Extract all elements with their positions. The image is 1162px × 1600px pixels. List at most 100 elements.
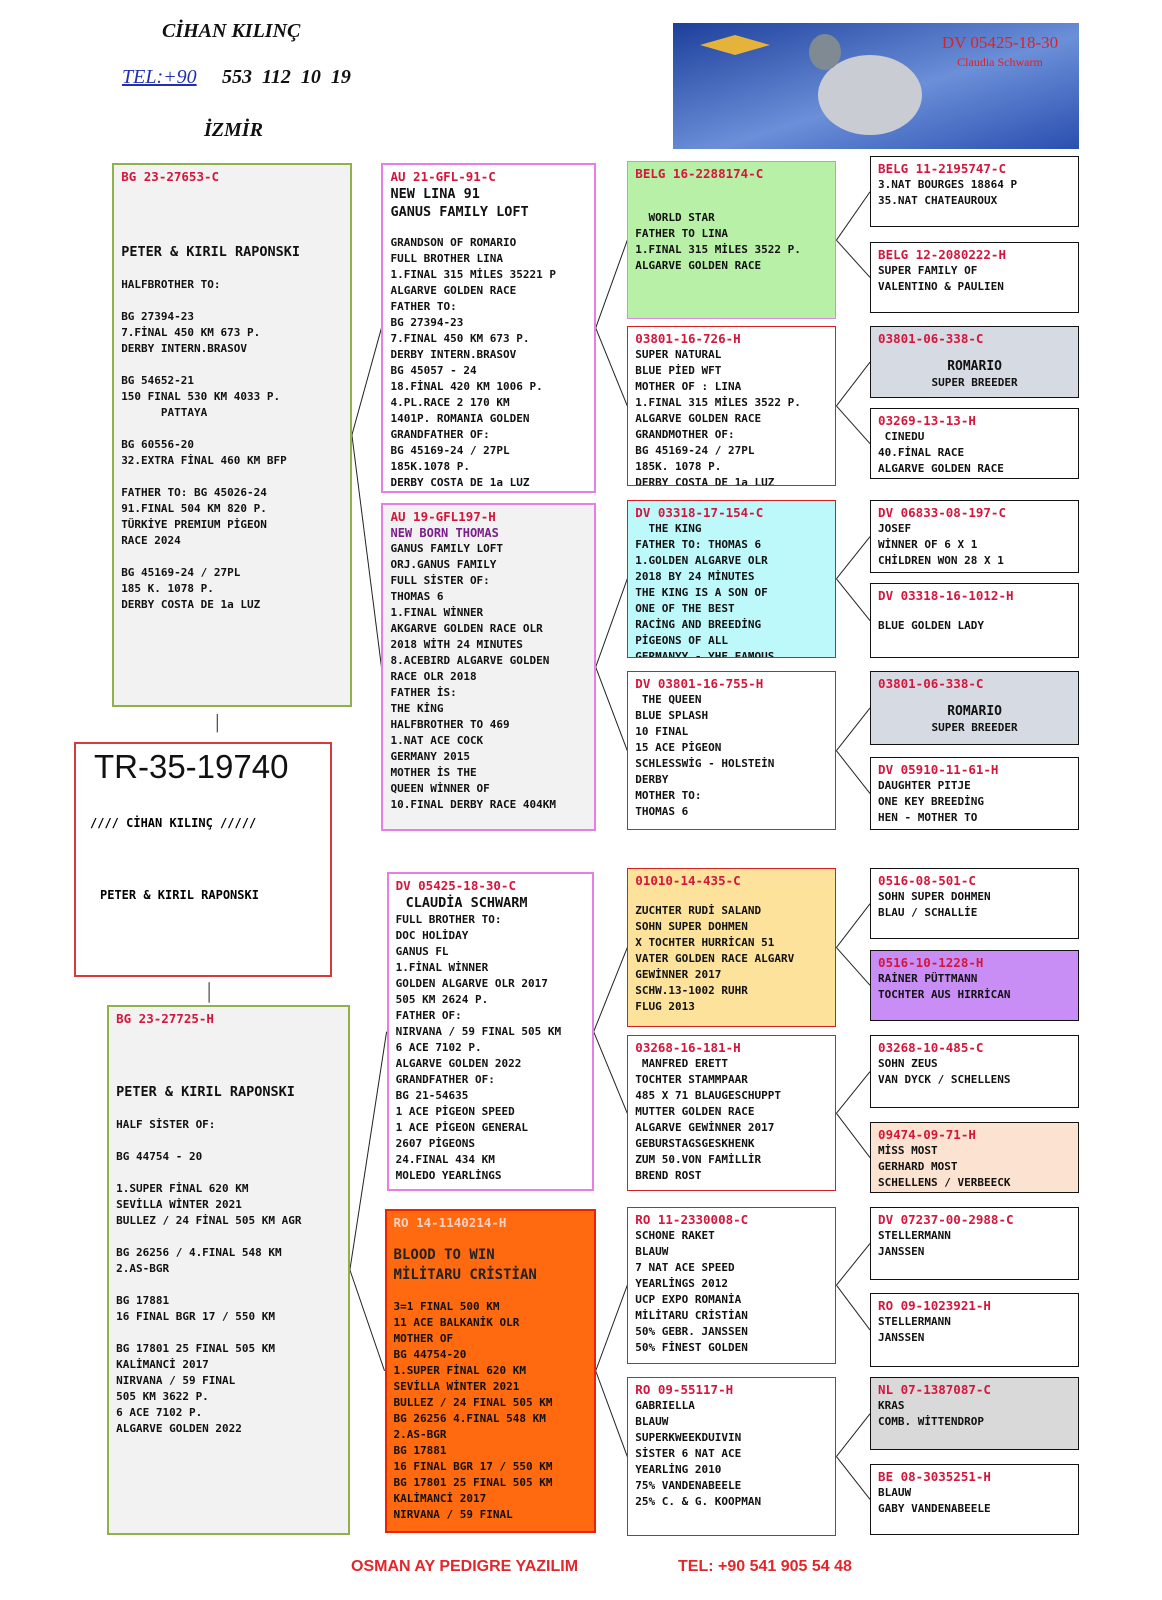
text-line: 4.PL.RACE 2 170 KM [390, 396, 510, 410]
paragraph: CINEDU 40.FİNAL RACE ALGARVE GOLDEN RACE [878, 429, 1071, 477]
text-line: UCP EXPO ROMANİA [635, 1292, 742, 1306]
text-line: BG 44754 - 20 [116, 1149, 203, 1163]
ring-number: 03269-13-13-H [878, 413, 976, 428]
paragraph: STELLERMANN JANSSEN [878, 1228, 1071, 1260]
text-line: CINEDU [878, 430, 925, 443]
text-line: COMB. WİTTENDROP [878, 1415, 985, 1428]
text-line: SUPERKWEEKDUIVIN [635, 1431, 742, 1444]
paragraph: BLAUW GABY VANDENABEELE [878, 1485, 1071, 1517]
connector [595, 327, 628, 407]
connector [349, 1031, 388, 1270]
text-line: GANUS FAMILY LOFT [390, 204, 529, 221]
pedigree-box: BELG 11-2195747-C 3.NAT BOURGES 18864 P 35… [870, 156, 1080, 228]
text-line: SEVİLLA WİNTER 2021 [116, 1197, 242, 1211]
paragraph: MİSS MOST GERHARD MOST SCHELLENS / VERBEEC… [878, 1143, 1071, 1191]
ring-number: RO 14-1140214-H [393, 1214, 507, 1230]
text-line: RACİNG AND BREEDİNG [635, 617, 762, 631]
pedigree-box: BG 23-27653-C PETER & KIRIL RAPONSKI HALFB… [112, 163, 352, 707]
pedigree-box: DV 03318-17-154-C THE KING FATHER TO: THO… [627, 499, 837, 658]
connector [836, 707, 871, 752]
text-line: ZUCHTER RUDİ SALAND [635, 904, 762, 918]
text-line: 50% GEBR. JANSSEN [635, 1324, 748, 1338]
text-line: NIRVANA / 59 FINAL 505 KM [395, 1025, 562, 1039]
text-line: 185K.1078 P. [390, 460, 470, 474]
pedigree-box: 03801-16-726-H SUPER NATURAL BLUE PİED WFT… [627, 326, 837, 486]
text-line: ALGARVE GOLDEN 2022 [395, 1057, 522, 1071]
text-line: KALİMANCİ 2017 [116, 1357, 209, 1371]
tel-prefix: TEL:+90 [122, 66, 197, 88]
pedigree-box: 03269-13-13-H CINEDU 40.FİNAL RACE ALGARVE… [870, 408, 1080, 480]
text-line: 35.NAT CHATEAUROUX [878, 194, 998, 208]
pedigree-box: 01010-14-435-C ZUCHTER RUDİ SALAND SOHN SU… [627, 868, 837, 1028]
text-line: STELLERMANN [878, 1315, 951, 1329]
text-line: YEARLİNGS 2012 [635, 1276, 729, 1290]
photo-name: Claudia Schwarm [957, 55, 1043, 69]
text-line: SCHELLENS / VERBEECK [878, 1176, 1011, 1189]
text-line: 1401P. ROMANIA GOLDEN [390, 412, 530, 426]
paragraph: NEW BORN THOMAS GANUS FAMILY LOFT ORJ.GANU… [390, 525, 586, 813]
text-line: MOLEDO YEARLİNGS [395, 1169, 502, 1183]
text-line: ZUM 50.VON FAMİLLİR [635, 1153, 762, 1167]
connector [836, 578, 871, 621]
connector [836, 1071, 871, 1114]
text-line: THOMAS 6 [390, 589, 444, 603]
connector [836, 1456, 871, 1500]
text-line: 16 FINAL BGR 17 / 550 KM [393, 1459, 553, 1473]
text-line: RAİNER PÜTTMANN [878, 971, 978, 985]
text-line: BLUE SPLASH [635, 709, 709, 723]
text-line: THE KİNG [390, 701, 444, 715]
text-line: FATHER TO: THOMAS 6 [635, 537, 762, 551]
text-line: ALGARVE GEWİNNER 2017 [635, 1121, 775, 1135]
text-line: 2.AS-BGR [393, 1427, 447, 1441]
text-line: MOTHER OF [393, 1331, 454, 1345]
text-line: GERMANY 2015 [390, 749, 470, 763]
text-line: TOCHTER STAMMPAAR [635, 1073, 748, 1087]
text-line: 3.NAT BOURGES 18864 P [878, 178, 1018, 192]
text-line: 32.EXTRA FİNAL 460 KM BFP [121, 454, 287, 468]
ring-number: DV 03801-16-755-H [635, 676, 764, 692]
pedigree-box: DV 03318-16-1012-H BLUE GOLDEN LADY [870, 583, 1080, 658]
text-line: GEBURSTAGSGESKHENK [635, 1137, 755, 1151]
text-line: VATER GOLDEN RACE ALGARV [635, 952, 795, 966]
text-line: 2607 PİGEONS [395, 1137, 476, 1151]
text-line: FULL SİSTER OF: [390, 573, 490, 587]
paragraph: 1.SUPER FİNAL 620 KM SEVİLLA WİNTER 2021 B… [116, 1181, 341, 1229]
text-line: X TOCHTER HURRİCAN 51 [635, 936, 775, 950]
text-line: THOMAS 6 [635, 805, 689, 819]
text-line: BG 44754-20 [393, 1347, 467, 1361]
paragraph: FATHER TO: BG 45026-24 91.FINAL 504 KM 82… [121, 485, 343, 549]
text-line: DAUGHTER PITJE [878, 778, 971, 792]
text-line: ALGARVE GOLDEN RACE [878, 462, 1004, 475]
pedigree-box: 03801-06-338-C ROMARIO SUPER BREEDER [870, 326, 1080, 398]
photo-ring: DV 05425-18-30 [942, 33, 1058, 52]
pedigree-box: BELG 12-2080222-H SUPER FAMILY OF VALENTIN… [870, 241, 1080, 314]
paragraph: NEW LINA 91 GANUS FAMILY LOFT [390, 185, 586, 221]
footer-right: TEL: +90 541 905 54 48 [678, 1558, 852, 1575]
connector [349, 1269, 386, 1372]
pigeon-head [809, 34, 841, 70]
text-line: 1 ACE PİGEON SPEED [395, 1105, 515, 1119]
connector [836, 361, 871, 407]
text-line: FATHER TO: [390, 300, 457, 314]
text-line: ALGARVE GOLDEN RACE [390, 284, 517, 298]
photo: DV 05425-18-30 Claudia Schwarm [673, 23, 1079, 149]
paragraph: 3.NAT BOURGES 18864 P 35.NAT CHATEAUROUX [878, 177, 1071, 209]
text-line: BULLEZ / 24 FINAL 505 KM [393, 1395, 553, 1409]
connector [836, 750, 871, 794]
paragraph: BG 44754 - 20 [116, 1149, 341, 1165]
text-line: 1.FINAL 315 MİLES 3522 P. [635, 396, 801, 410]
connector [351, 327, 382, 436]
paragraph: BG 17801 25 FINAL 505 KM KALİMANCİ 2017 NI… [116, 1341, 341, 1437]
paragraph: BG 26256 / 4.FINAL 548 KM 2.AS-BGR [116, 1245, 341, 1277]
text-line: ROMARIO [947, 359, 1002, 375]
text-line: HALF SİSTER OF: [116, 1117, 216, 1131]
paragraph: THE KING FATHER TO: THOMAS 6 1.GOLDEN ALGA… [635, 521, 828, 657]
connector [836, 1284, 871, 1331]
text-line: NIRVANA / 59 FINAL [116, 1373, 236, 1387]
pedigree-box: 03268-10-485-C SOHN ZEUS VAN DYCK / SCHELL… [870, 1035, 1080, 1108]
pedigree-box: DV 06833-08-197-C JOSEF WİNNER OF 6 X 1 CHİ… [870, 499, 1080, 574]
paragraph: MANFRED ERETT TOCHTER STAMMPAAR 485 X 71 B… [635, 1056, 828, 1184]
text-line: 1.FINAL 315 MİLES 35221 P [390, 268, 557, 282]
text-line: DERBY INTERN.BRASOV [121, 342, 248, 356]
